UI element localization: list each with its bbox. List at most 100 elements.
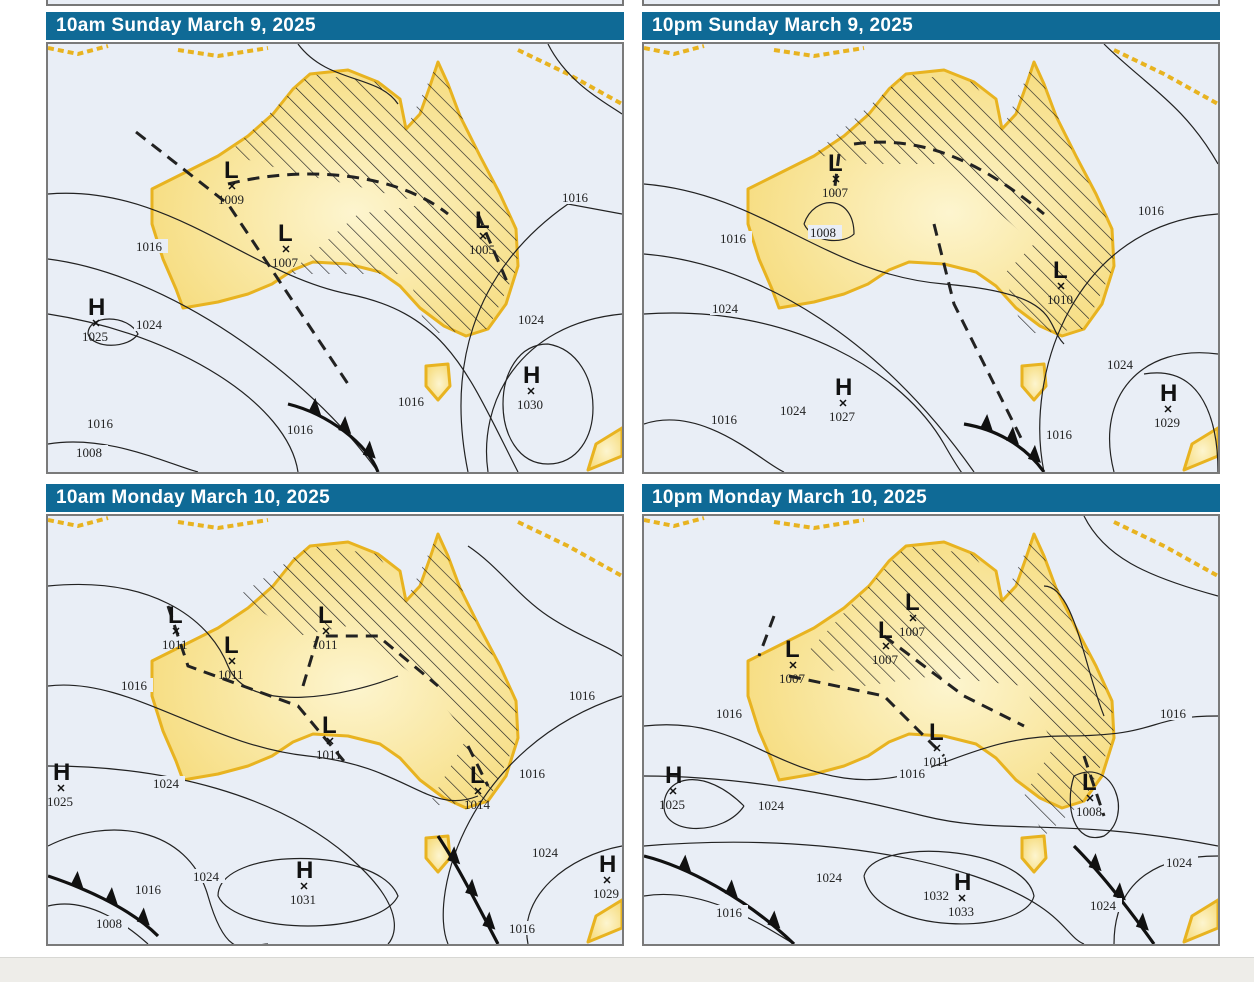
low-symbol-icon: L xyxy=(929,719,944,746)
isobar-line xyxy=(644,775,1218,847)
central-pressure-value: 1025 xyxy=(659,797,685,812)
central-pressure-value: 1030 xyxy=(517,397,543,412)
high-symbol-icon: H xyxy=(53,759,70,786)
isobar-label: 1016 xyxy=(569,688,596,703)
low-symbol-icon: L xyxy=(1082,769,1097,796)
low-pressure-centre: L 1007 xyxy=(872,617,899,667)
rain-area-hatching xyxy=(228,62,518,334)
cold-front-barb-icon xyxy=(1088,853,1102,872)
isobar-line xyxy=(48,192,519,472)
low-symbol-icon: L xyxy=(905,589,920,616)
cold-front-barb-icon xyxy=(1112,882,1126,901)
high-symbol-icon: H xyxy=(88,294,105,321)
isobar-label: 1032 xyxy=(923,888,949,903)
low-symbol-icon: L xyxy=(318,602,333,629)
isobar-label: 1016 xyxy=(509,921,536,936)
isobar-line xyxy=(644,183,1065,345)
centre-marker-icon xyxy=(839,399,847,407)
low-symbol-icon: L xyxy=(1053,257,1068,284)
northern-islands xyxy=(644,516,1218,578)
cold-front-barb-icon xyxy=(1027,444,1041,463)
high-symbol-icon: H xyxy=(296,857,313,884)
isobar-line xyxy=(547,44,622,115)
tasmania-landmass xyxy=(1020,834,1048,874)
trough-line xyxy=(466,745,490,787)
high-symbol-icon: H xyxy=(523,362,540,389)
trough-line xyxy=(853,140,1045,216)
isobar-label: 1016 xyxy=(720,231,747,246)
new-zealand-landmass xyxy=(586,426,622,472)
forecast-panel: 10am Monday March 10, 2025 1016 1016 1016 10… xyxy=(46,484,624,946)
isobar-line xyxy=(48,583,399,698)
map-canvas: 1016 1016 1008 1024 1024 1024 1016 1016 L 1007 L 10… xyxy=(644,44,1218,472)
northern-islands xyxy=(48,44,622,106)
central-pressure-value: 1007 xyxy=(899,624,926,639)
central-pressure-value: 1007 xyxy=(872,652,899,667)
tasmania-landmass xyxy=(424,834,452,874)
isobar-line xyxy=(1143,372,1218,472)
low-pressure-centre: L 1009 xyxy=(218,157,244,207)
previous-panel-edge-left xyxy=(46,0,624,6)
centre-marker-icon xyxy=(669,787,677,795)
isobar-line xyxy=(644,715,1218,781)
cold-front-line xyxy=(287,402,380,472)
isobar-line xyxy=(644,312,975,472)
rain-area-hatching xyxy=(238,534,518,806)
centre-marker-icon xyxy=(1164,405,1172,413)
central-pressure-value: 1029 xyxy=(593,886,619,901)
isobar-line xyxy=(644,419,785,472)
isobar-label: 1016 xyxy=(87,416,114,431)
centre-marker-icon xyxy=(300,882,308,890)
high-pressure-centre: H 1033 xyxy=(948,869,974,919)
cold-front-barb-icon xyxy=(724,879,738,898)
page-footer-bar xyxy=(0,957,1254,982)
centre-marker-icon xyxy=(228,182,236,190)
centre-marker-icon xyxy=(527,387,535,395)
centre-marker-icon xyxy=(1057,282,1065,290)
centre-marker-icon xyxy=(474,787,482,795)
cold-front-barb-icon xyxy=(678,854,692,873)
isobar-line xyxy=(485,313,622,472)
cold-front-barb-icon xyxy=(482,911,496,930)
isobar-line xyxy=(644,841,1085,944)
central-pressure-value: 1029 xyxy=(1154,415,1180,430)
map-canvas: 1016 1016 1016 1024 1024 1024 1024 1016 1032 L 100… xyxy=(644,516,1218,944)
cold-front-barb-icon xyxy=(136,907,150,926)
isobar-label: 1016 xyxy=(1138,203,1165,218)
centre-marker-icon xyxy=(882,642,890,650)
low-symbol-icon: L xyxy=(470,762,485,789)
cold-front-barb-icon xyxy=(1135,912,1149,931)
tasmania-landmass xyxy=(1020,362,1048,402)
map-canvas: 1016 1016 1016 1024 1024 1024 1016 1008 1016 L 101… xyxy=(48,516,622,944)
low-pressure-centre: L 1007 xyxy=(899,589,926,639)
central-pressure-value: 1033 xyxy=(948,904,974,919)
trough-line xyxy=(301,634,439,688)
isobar-line xyxy=(48,441,199,472)
central-pressure-value: 1014 xyxy=(464,797,491,812)
low-symbol-icon: L xyxy=(224,632,239,659)
isobar-label: 1016 xyxy=(519,766,546,781)
isobar-line xyxy=(48,684,479,802)
cold-front-barb-icon xyxy=(465,878,479,897)
isobar-label: 1024 xyxy=(1166,855,1193,870)
isobar-label: 1024 xyxy=(712,301,739,316)
isobar-label: 1016 xyxy=(135,882,162,897)
rain-area-hatching xyxy=(804,534,1114,836)
cold-front-barb-icon xyxy=(70,870,84,889)
panel-title: 10am Sunday March 9, 2025 xyxy=(46,12,624,40)
centre-marker-icon xyxy=(57,784,65,792)
high-pressure-centre: H 1025 xyxy=(48,759,73,809)
isobar-line xyxy=(1113,855,1218,944)
high-pressure-centre: H 1025 xyxy=(659,762,685,812)
synoptic-map: 1016 1016 1016 1024 1024 1024 1024 1016 1032 L 100… xyxy=(642,514,1220,946)
isobar-label: 1016 xyxy=(1046,427,1073,442)
forecast-panel: 10pm Monday March 10, 2025 1016 1016 1016 10… xyxy=(642,484,1220,946)
isobar-label: 1024 xyxy=(780,403,807,418)
isobar-label: 1008 xyxy=(96,916,122,931)
high-pressure-centre: H 1027 xyxy=(829,374,856,424)
isobar-line xyxy=(1043,585,1105,717)
trough-line xyxy=(932,223,1026,445)
isobar-label: 1024 xyxy=(1107,357,1134,372)
isobar-label: 1016 xyxy=(1160,706,1187,721)
centre-marker-icon xyxy=(789,661,797,669)
